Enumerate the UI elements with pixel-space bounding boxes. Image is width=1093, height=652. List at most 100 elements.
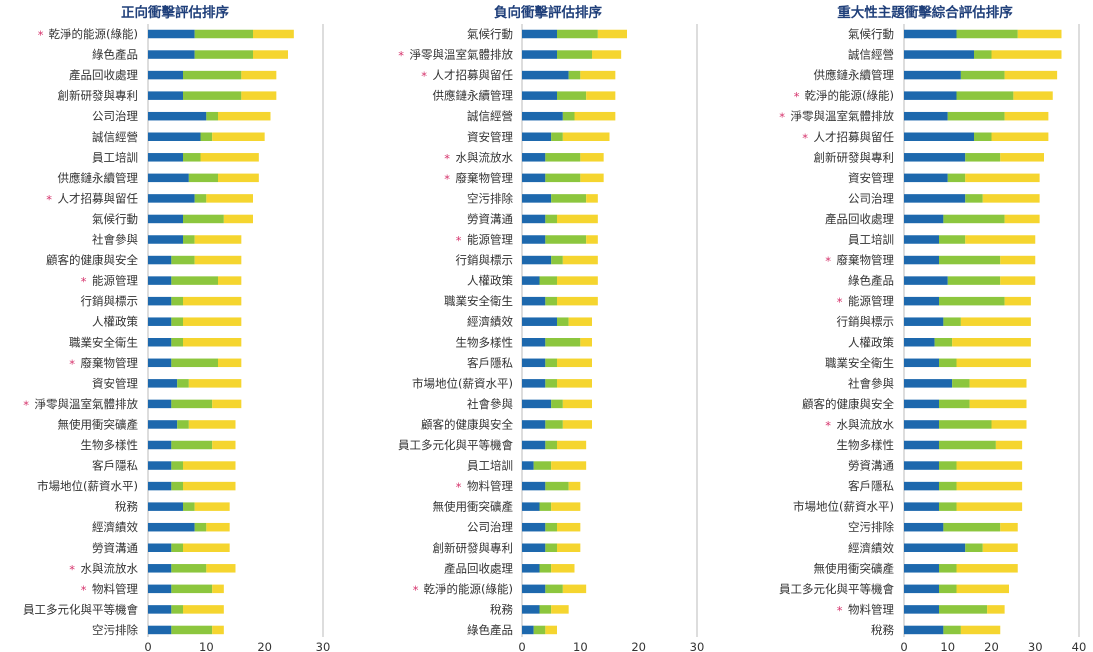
bar-segment-low — [148, 317, 172, 326]
chart-positive-impact: 正向衝擊評估排序 0 10 20 30 乾淨的能源(綠能) * 綠色產品產品回收處理創新研發… — [23, 4, 330, 652]
bar-segment-high — [1013, 91, 1053, 100]
bar-segment-low — [148, 584, 172, 594]
bar-segment-low — [522, 276, 540, 285]
bar-segment-mid — [965, 543, 983, 552]
star-marker: * — [794, 90, 800, 104]
bar-segment-high — [960, 625, 1001, 635]
category-label: 員工多元化與平等機會 — [779, 582, 894, 596]
bar-segment-high — [1000, 153, 1044, 162]
bar-segment-low — [148, 111, 207, 121]
category-label: 社會參與 — [467, 397, 513, 411]
category-label: 綠色產品 — [848, 274, 894, 288]
bar-segment-high — [183, 605, 224, 614]
bar-segment-low — [904, 358, 939, 368]
category-label: 行銷與標示 — [837, 315, 895, 329]
bar-segment-high — [206, 194, 253, 203]
bar-segment-mid — [545, 522, 557, 532]
star-marker: * — [23, 398, 29, 412]
category-label: 乾淨的能源(綠能) — [805, 89, 894, 103]
star-marker: * — [38, 28, 44, 42]
bar-segment-high — [188, 379, 242, 388]
bar-segment-mid — [545, 358, 557, 368]
bar-segment-mid — [939, 296, 1005, 306]
category-label: 客戶隱私 — [848, 479, 894, 493]
category-label: 客戶隱私 — [92, 459, 138, 473]
category-label: 人權政策 — [92, 315, 138, 329]
bar-segment-low — [522, 502, 540, 511]
category-label: 公司治理 — [467, 520, 513, 534]
bar-segment-low — [904, 625, 944, 635]
bar-segment-mid — [206, 111, 218, 121]
bar-segment-mid — [183, 153, 201, 162]
bar-segment-high — [206, 522, 230, 532]
category-label: 人權政策 — [467, 274, 513, 288]
bar-segment-mid — [943, 214, 1005, 224]
bar-segment-high — [1004, 111, 1049, 121]
bar-segment-mid — [557, 91, 587, 100]
category-label: 產品回收處理 — [444, 561, 513, 575]
bar-segment-high — [991, 420, 1027, 429]
category-label: 廢棄物管理 — [81, 356, 139, 370]
star-marker: * — [456, 480, 462, 494]
bar-segment-high — [551, 461, 587, 470]
star-marker: * — [444, 172, 450, 186]
bar-segment-low — [522, 481, 546, 491]
category-label: 誠信經營 — [467, 109, 513, 123]
bar-segment-high — [253, 29, 294, 39]
category-label: 物料管理 — [848, 602, 894, 616]
bar-segment-high — [982, 194, 1040, 203]
bar-segment-high — [212, 625, 224, 635]
bar-segment-high — [212, 584, 224, 594]
star-marker: * — [779, 110, 785, 124]
bar-segment-mid — [194, 29, 253, 39]
star-marker: * — [69, 357, 75, 371]
bar-segment-high — [956, 358, 1031, 368]
category-label: 經濟績效 — [848, 541, 894, 555]
bar-segment-low — [904, 584, 939, 594]
bar-segment-high — [188, 420, 236, 429]
category-label: 顧客的健康與安全 — [802, 397, 894, 411]
bar-segment-low — [148, 50, 195, 59]
bar-segment-high — [991, 132, 1049, 141]
bar-segment-mid — [568, 70, 581, 80]
bar-segment-mid — [965, 153, 1001, 162]
category-label: 市場地位(薪資水平) — [37, 479, 138, 493]
category-label: 淨零與溫室氣體排放 — [791, 109, 895, 123]
bar-segment-low — [522, 214, 546, 224]
bar-segment-high — [592, 50, 622, 59]
bar-segment-mid — [171, 584, 213, 594]
bar-segment-low — [904, 132, 974, 141]
category-label: 空污排除 — [92, 623, 138, 637]
bar-segment-mid — [194, 50, 253, 59]
bar-segment-low — [148, 132, 201, 141]
bar-segment-low — [522, 358, 546, 368]
bar-segment-high — [551, 502, 581, 511]
category-label: 公司治理 — [848, 191, 894, 205]
x-tick-label: 20 — [257, 640, 272, 652]
bar-segment-mid — [939, 420, 992, 429]
bar-segment-mid — [539, 502, 552, 511]
bar-segment-high — [212, 132, 265, 141]
bar-segment-mid — [545, 296, 557, 306]
bar-segment-mid — [947, 111, 1005, 121]
bar-segment-mid — [539, 605, 552, 614]
bar-segment-high — [586, 194, 598, 203]
bar-segment-high — [952, 338, 1031, 347]
bar-segment-low — [904, 440, 939, 450]
bar-segment-high — [597, 29, 627, 39]
bar-segment-high — [551, 605, 569, 614]
bar-segment-low — [148, 440, 172, 450]
bar-segment-low — [522, 564, 540, 573]
category-label: 顧客的健康與安全 — [46, 253, 138, 267]
bar-segment-mid — [533, 625, 546, 635]
bar-segment-low — [148, 194, 195, 203]
bar-segment-mid — [545, 338, 581, 347]
star-marker: * — [81, 583, 87, 597]
category-label: 資安管理 — [848, 171, 894, 185]
category-label: 產品回收處理 — [825, 212, 894, 226]
bar-segment-low — [904, 461, 939, 470]
bar-segment-low — [148, 235, 183, 244]
category-label: 稅務 — [115, 500, 138, 514]
